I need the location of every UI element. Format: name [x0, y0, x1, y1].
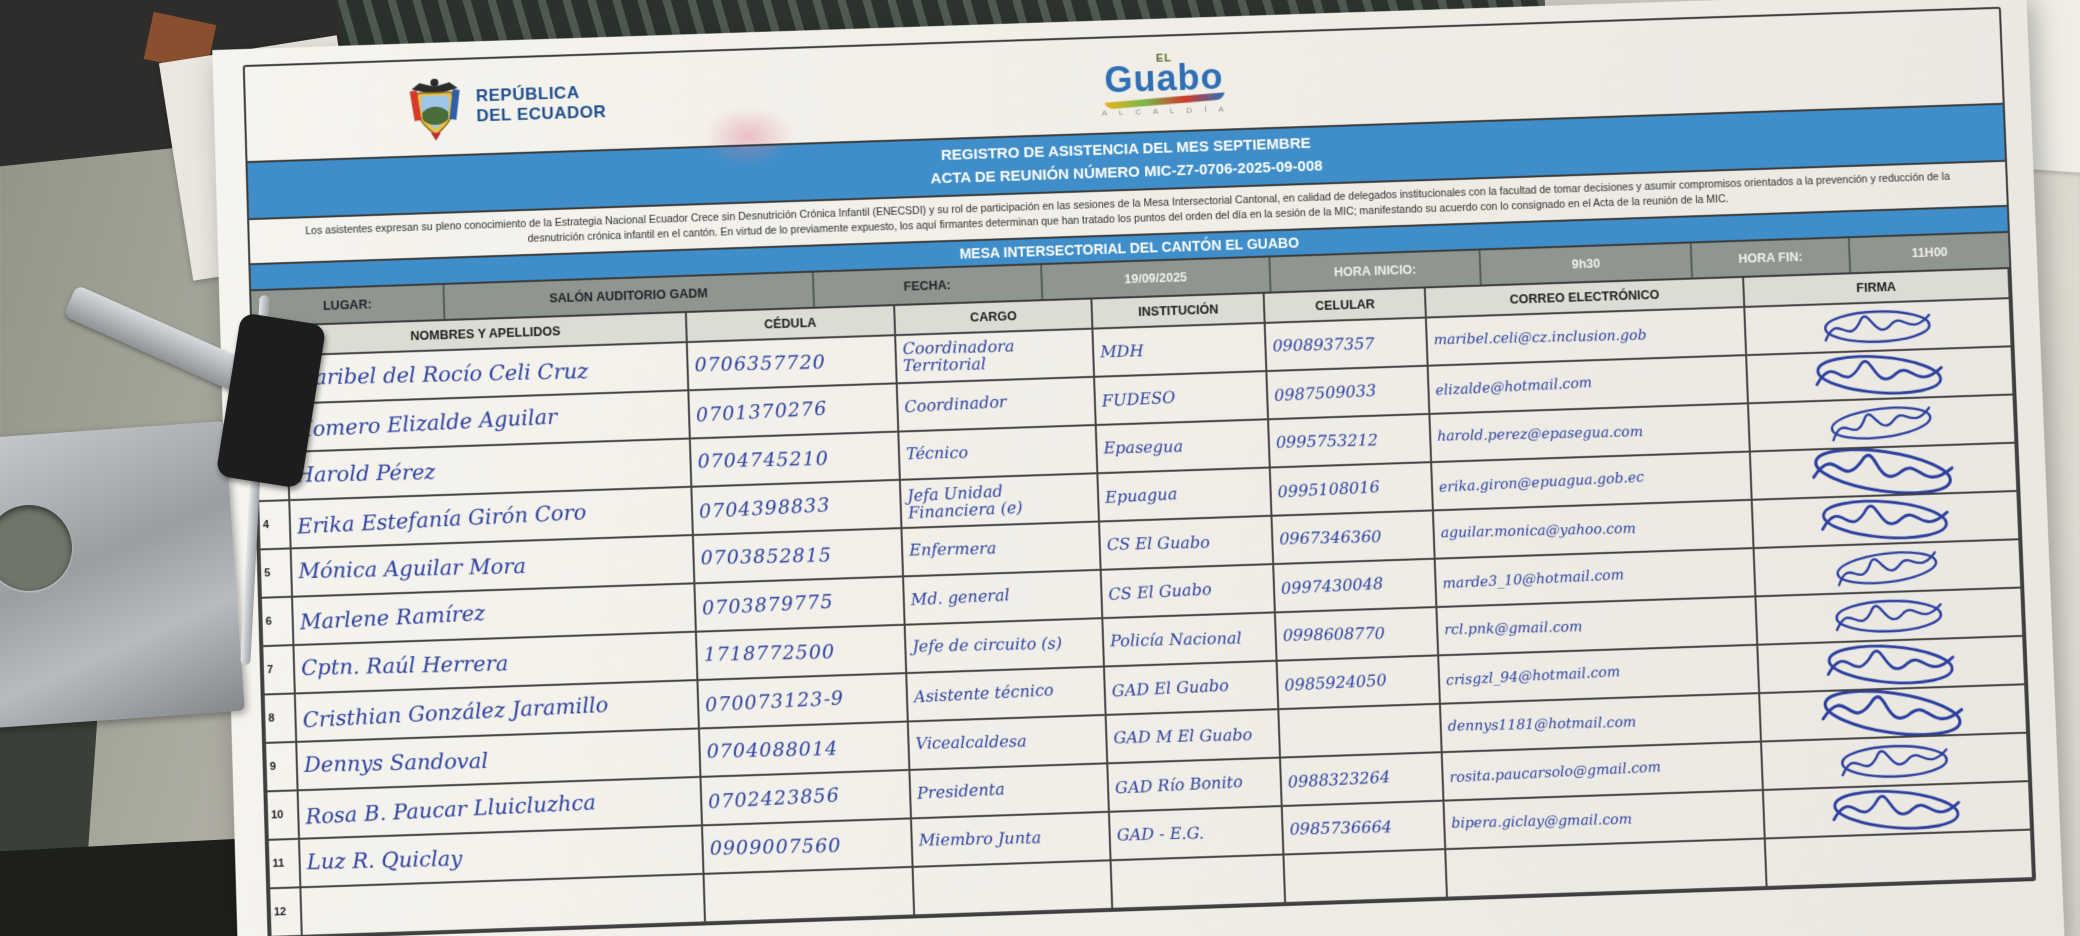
hora-fin-label: HORA FIN: [1691, 238, 1852, 278]
row-number: 4 [258, 500, 291, 550]
dark-area-bottom-left [0, 837, 274, 936]
cell-institucion: FUDESO [1094, 371, 1269, 426]
row-number: 9 [265, 742, 298, 792]
cell-celular: 0985924050 [1276, 655, 1441, 710]
cell-cargo: Vicealcaldesa [907, 715, 1108, 771]
ecuador-coat-of-arms-icon [409, 78, 460, 141]
cell-cedula: 070073123-9 [697, 673, 908, 729]
row-number: 8 [263, 693, 297, 744]
cell-celular: 0988323264 [1280, 752, 1444, 807]
cell-cedula: 0701370276 [688, 383, 899, 439]
signature-scribble [1818, 540, 1956, 597]
row-number: 6 [260, 597, 294, 647]
cell-institucion: GAD M El Guabo [1106, 709, 1281, 764]
cell-institucion: MDH [1092, 323, 1267, 378]
attendance-form: REPÚBLICA DEL ECUADOR EL Guabo A L C A L… [242, 6, 2037, 936]
form-header: REPÚBLICA DEL ECUADOR EL Guabo A L C A L… [244, 8, 2003, 164]
cell-institucion [1111, 854, 1286, 910]
cell-cargo: Md. general [902, 570, 1103, 626]
cell-celular [1283, 849, 1448, 904]
cell-cargo: Jefe de circuito (s) [904, 618, 1105, 674]
cell-celular: 0985736664 [1281, 801, 1446, 855]
cell-cargo: Coordinadora Territorial [894, 329, 1095, 384]
cell-institucion: Epasegua [1096, 419, 1270, 474]
cell-institucion: Policía Nacional [1102, 612, 1277, 667]
cell-cedula: 0703852815 [692, 528, 903, 584]
signature-scribble [1812, 782, 1981, 839]
cell-firma [1753, 539, 2022, 597]
cell-celular: 0987509033 [1266, 366, 1430, 420]
cell-firma [1743, 298, 2012, 356]
signature-scribble [1798, 685, 1987, 742]
row-number: 5 [259, 548, 293, 599]
row-number: 10 [266, 790, 300, 841]
cell-firma [1764, 830, 2033, 888]
attendance-table: NOMBRES Y APELLIDOS CÉDULA CARGO INSTITU… [252, 269, 2034, 936]
cell-celular: 0995108016 [1269, 462, 1434, 517]
cell-cedula: 0704398833 [691, 480, 902, 536]
cell-firma [1762, 781, 2031, 839]
cell-cargo [912, 860, 1113, 916]
cell-celular: 0995753212 [1268, 414, 1432, 468]
cell-cedula: 0704745210 [689, 432, 900, 488]
cell-institucion: GAD El Guabo [1104, 661, 1279, 716]
republic-label: REPÚBLICA DEL ECUADOR [476, 83, 607, 126]
cell-cargo: Miembro Junta [910, 812, 1112, 868]
cell-cargo: Técnico [898, 425, 1098, 481]
cell-cargo: Jefa Unidad Financiera (e) [899, 473, 1100, 529]
cell-cedula [703, 867, 914, 923]
cell-correo [1445, 838, 1767, 899]
table-body: 1 Maribel del Rocío Celi Cruz 0706357720… [254, 298, 2033, 936]
fecha-value: 19/09/2025 [1041, 257, 1272, 300]
cell-institucion: CS El Guabo [1099, 516, 1274, 571]
cell-cargo: Enfermera [901, 521, 1102, 577]
cell-cedula: 0702423856 [700, 770, 911, 826]
cell-cargo: Asistente técnico [906, 666, 1107, 722]
hora-fin-value: 11H00 [1911, 245, 1948, 261]
cell-cargo: Presidenta [909, 763, 1110, 819]
cell-cargo: Coordinador [896, 377, 1097, 433]
cell-firma [1755, 587, 2024, 646]
cell-institucion: GAD - E.G. [1109, 806, 1284, 861]
row-number: 11 [267, 839, 301, 889]
cell-institucion: Epuagua [1097, 467, 1272, 522]
cell-firma [1751, 491, 2020, 549]
cell-celular: 0908937357 [1264, 317, 1428, 372]
cell-cedula: 0706357720 [686, 335, 897, 391]
cell-firma [1745, 346, 2014, 404]
logo-guabo-text: Guabo [1103, 55, 1225, 101]
cell-celular: 0997430048 [1273, 559, 1437, 613]
el-guabo-logo: EL Guabo A L C A L D Í A [1100, 50, 1229, 117]
cell-firma [1749, 443, 2018, 501]
paper-sheet: REPÚBLICA DEL ECUADOR EL Guabo A L C A L… [212, 0, 2070, 936]
cell-celular: 0998608770 [1274, 607, 1439, 662]
republic-line2: DEL ECUADOR [476, 102, 607, 126]
cell-cedula: 0704088014 [698, 721, 910, 778]
fecha-label: FECHA: [813, 265, 1044, 308]
cell-institucion: CS El Guabo [1101, 564, 1275, 619]
hora-inicio-label: HORA INICIO: [1270, 250, 1483, 292]
row-number: 12 [269, 887, 302, 936]
hora-inicio-value: 9h30 [1481, 243, 1694, 285]
cell-firma [1758, 684, 2028, 743]
republic-block: REPÚBLICA DEL ECUADOR [405, 69, 607, 142]
row-number: 7 [262, 645, 296, 695]
cell-cedula: 0909007560 [701, 818, 913, 875]
cell-cedula: 0703879775 [694, 576, 905, 633]
cell-celular [1278, 704, 1443, 759]
cell-cedula: 1718772500 [695, 625, 907, 681]
cell-institucion: GAD Río Bonito [1107, 758, 1282, 813]
clamp-hole [0, 505, 72, 591]
cell-celular: 0967346360 [1271, 510, 1436, 565]
